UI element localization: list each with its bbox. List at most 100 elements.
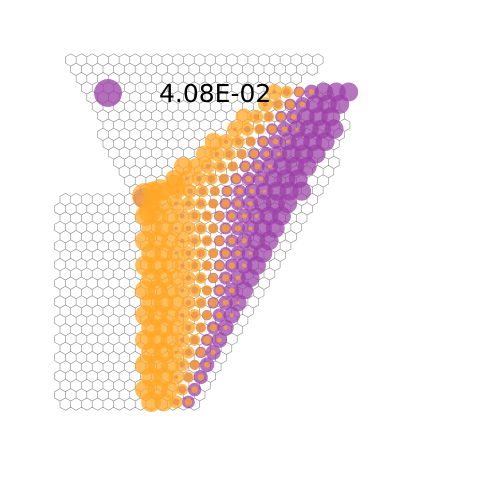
orange-circle <box>196 145 213 163</box>
orange-circle <box>277 152 281 156</box>
orange-circle <box>188 259 202 273</box>
orange-circle <box>194 197 207 210</box>
orange-circle <box>249 109 264 124</box>
orange-circle <box>242 263 247 268</box>
orange-circle <box>258 97 273 112</box>
orange-circle <box>250 149 259 159</box>
orange-circle <box>181 196 196 211</box>
orange-circle <box>208 198 219 209</box>
orange-circle <box>234 225 242 232</box>
orange-circle <box>139 201 161 223</box>
orange-circle <box>228 262 235 269</box>
orange-circle <box>262 189 266 193</box>
legend: 4.08E-02 <box>94 79 271 108</box>
orange-circle <box>286 139 290 144</box>
orange-circle <box>174 332 190 348</box>
orange-circle <box>208 298 218 308</box>
orange-circle <box>200 159 216 174</box>
orange-circle <box>281 126 288 133</box>
orange-circle <box>188 234 202 248</box>
orange-circle <box>208 273 218 283</box>
orange-circle <box>208 223 219 234</box>
orange-circle <box>188 209 202 223</box>
orange-circle <box>308 89 315 95</box>
orange-circle <box>263 151 270 157</box>
orange-circle <box>154 392 174 412</box>
orange-circle <box>276 112 286 122</box>
orange-circle <box>215 286 224 295</box>
orange-circle <box>174 282 190 299</box>
orange-circle <box>205 172 218 185</box>
orange-circle <box>221 224 230 233</box>
orange-circle <box>183 184 197 199</box>
orange-circle <box>209 146 225 162</box>
orange-circle <box>175 357 190 372</box>
orange-circle <box>248 201 253 207</box>
orange-circle <box>215 261 224 270</box>
orange-circle <box>181 246 196 261</box>
orange-circle <box>176 383 189 396</box>
orange-circle <box>259 137 268 146</box>
orange-circle <box>181 320 196 335</box>
orange-circle <box>245 175 252 183</box>
orange-circle <box>214 211 224 221</box>
orange-circle <box>223 325 228 330</box>
orange-circle <box>254 214 259 218</box>
orange-circle <box>204 132 223 151</box>
orange-circle <box>168 369 184 385</box>
orange-circle <box>266 84 283 100</box>
orange-circle <box>209 186 220 197</box>
orange-circle <box>194 247 207 260</box>
orange-circle <box>216 311 223 319</box>
orange-circle <box>235 108 253 126</box>
orange-circle <box>201 260 213 271</box>
orange-circle-layer <box>132 84 315 412</box>
orange-circle <box>210 349 216 355</box>
orange-circle <box>202 310 212 321</box>
orange-circle <box>295 127 299 131</box>
orange-circle <box>249 188 255 194</box>
orange-circle <box>221 249 230 258</box>
orange-circle <box>254 123 266 135</box>
orange-circle <box>267 164 273 169</box>
orange-circle <box>196 185 209 198</box>
orange-circle <box>181 270 196 286</box>
orange-circle <box>174 257 190 274</box>
orange-circle <box>196 347 206 357</box>
orange-circle <box>236 301 240 305</box>
orange-circle <box>228 237 236 245</box>
orange-circle <box>166 175 186 195</box>
orange-circle <box>194 222 207 235</box>
orange-circle <box>214 160 227 173</box>
orange-circle <box>191 171 207 186</box>
orange-circle <box>217 337 222 343</box>
orange-circle <box>188 334 201 346</box>
orange-circle <box>248 226 253 231</box>
orange-circle <box>204 361 210 368</box>
orange-circle <box>189 359 200 370</box>
orange-circle <box>181 221 196 236</box>
orange-circle <box>218 173 229 184</box>
orange-circle <box>254 163 261 170</box>
orange-circle <box>183 371 194 383</box>
orange-circle <box>168 195 184 212</box>
orange-circle <box>182 346 195 359</box>
orange-circle <box>174 208 190 224</box>
orange-circle <box>184 398 193 406</box>
orange-circle <box>228 212 236 220</box>
orange-circle <box>271 98 284 111</box>
legend-value-label: 4.08E-02 <box>159 79 271 108</box>
orange-circle <box>168 220 184 237</box>
orange-circle <box>232 174 241 183</box>
orange-circle <box>195 297 207 309</box>
orange-circle <box>240 122 254 136</box>
orange-circle <box>236 148 247 160</box>
orange-circle <box>201 235 213 247</box>
orange-circle <box>221 199 230 208</box>
orange-circle <box>236 187 244 195</box>
orange-circle <box>209 323 217 332</box>
purple-circle <box>292 181 312 201</box>
orange-circle <box>248 251 253 255</box>
orange-circle <box>258 176 264 182</box>
